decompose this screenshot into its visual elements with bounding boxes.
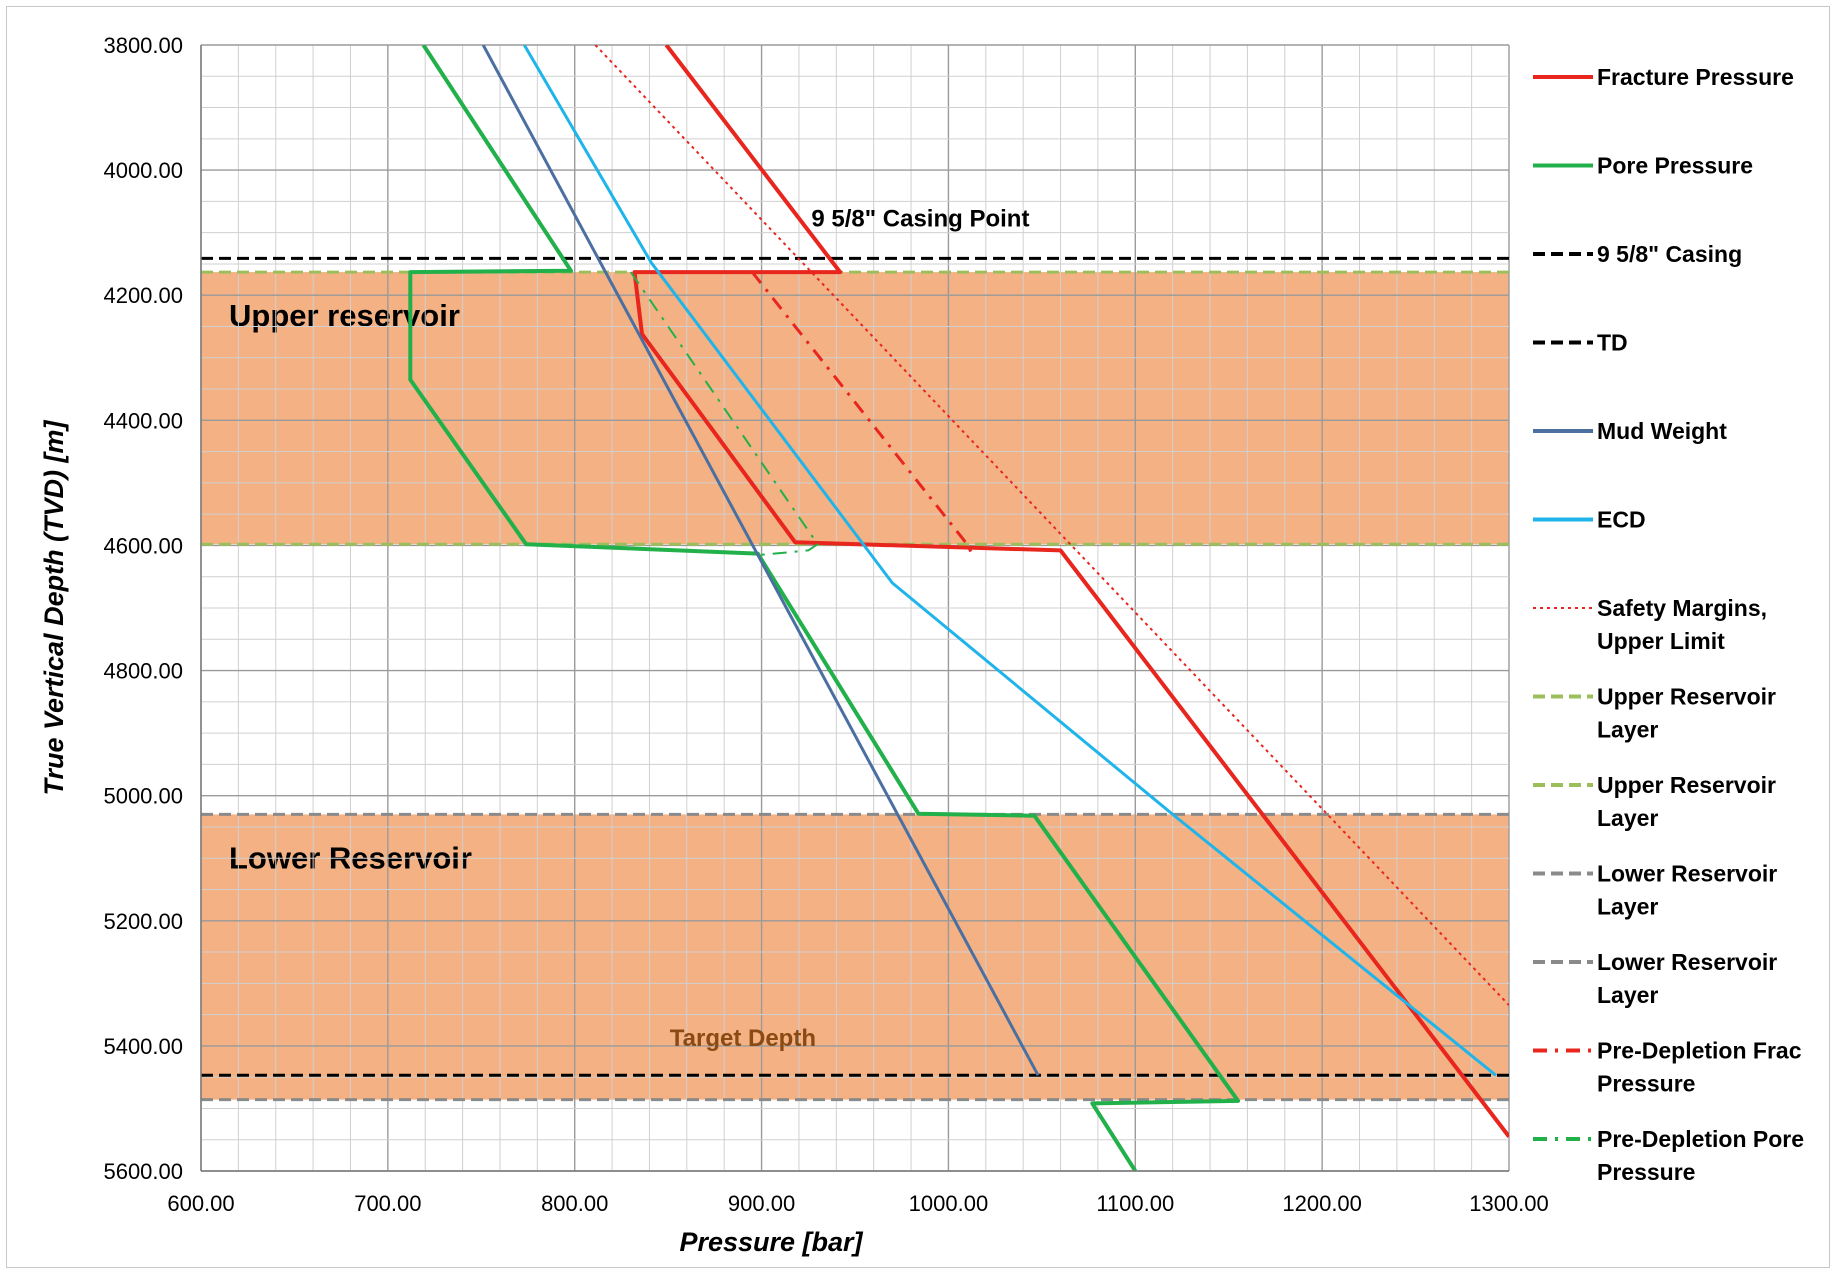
legend-label: Layer	[1597, 894, 1658, 920]
legend: Fracture Pressure Pore Pressure 9 5/8" Cas…	[1533, 64, 1804, 1185]
legend-label: Lower Reservoir	[1597, 861, 1777, 887]
series-line	[632, 45, 1509, 1138]
depth-pressure-chart: Upper reservoirLower Reservoir 600.00700…	[39, 33, 1804, 1257]
series-line	[481, 45, 1040, 1077]
y-tick-label: 5200.00	[103, 909, 183, 934]
legend-label: Layer	[1597, 805, 1658, 831]
legend-label: Safety Margins,	[1597, 595, 1767, 621]
horizontal-marker-lines	[201, 256, 1509, 1102]
legend-label: Lower Reservoir	[1597, 949, 1777, 975]
x-tick-label: 1000.00	[909, 1191, 989, 1216]
x-axis-label: Pressure [bar]	[679, 1227, 863, 1257]
y-tick-label: 4400.00	[103, 408, 183, 433]
chart-frame: Upper reservoirLower Reservoir 600.00700…	[6, 6, 1830, 1268]
legend-label: Pressure	[1597, 1071, 1695, 1097]
target-depth-annotation: Target Depth	[670, 1025, 816, 1052]
axes: 600.00 700.00 800.00 900.00 1000.00 1100.00 12…	[39, 33, 1549, 1257]
zone-label: Upper reservoir	[229, 298, 460, 333]
y-tick-label: 5400.00	[103, 1034, 183, 1059]
legend-label: Upper Reservoir	[1597, 684, 1776, 710]
x-tick-label: 700.00	[354, 1191, 421, 1216]
series-line	[751, 271, 973, 553]
y-tick-label: 4800.00	[103, 659, 183, 684]
annotations: 9 5/8" Casing Point Target Depth	[670, 205, 1030, 1051]
legend-label: Upper Limit	[1597, 628, 1725, 654]
y-tick-label: 4000.00	[103, 158, 183, 183]
legend-label: Pressure	[1597, 1159, 1695, 1185]
y-tick-label: 4600.00	[103, 533, 183, 558]
legend-label: 9 5/8" Casing	[1597, 241, 1742, 267]
legend-label: Pre-Depletion Frac	[1597, 1038, 1802, 1064]
legend-label: Layer	[1597, 982, 1658, 1008]
reservoir-zone	[201, 814, 1509, 1100]
legend-label: Upper Reservoir	[1597, 772, 1776, 798]
y-tick-label: 5600.00	[103, 1159, 183, 1184]
y-tick-label: 3800.00	[103, 33, 183, 58]
x-tick-label: 1300.00	[1469, 1191, 1549, 1216]
series-line	[523, 45, 1497, 1077]
legend-label: Pore Pressure	[1597, 153, 1753, 179]
legend-label: Fracture Pressure	[1597, 64, 1794, 90]
legend-label: ECD	[1597, 507, 1646, 533]
legend-label: TD	[1597, 330, 1628, 356]
x-tick-label: 600.00	[167, 1191, 234, 1216]
x-tick-label: 1100.00	[1096, 1191, 1174, 1216]
reservoir-zones: Upper reservoirLower Reservoir	[201, 272, 1509, 1100]
series-lines	[408, 45, 1509, 1171]
casing-point-annotation: 9 5/8" Casing Point	[811, 205, 1029, 232]
legend-label: Pre-Depletion Pore	[1597, 1126, 1804, 1152]
x-tick-label: 900.00	[728, 1191, 795, 1216]
x-tick-label: 1200.00	[1282, 1191, 1362, 1216]
y-tick-label: 4200.00	[103, 283, 183, 308]
legend-label: Mud Weight	[1597, 418, 1727, 444]
series-line	[629, 271, 819, 556]
y-tick-label: 5000.00	[103, 784, 183, 809]
legend-label: Layer	[1597, 717, 1658, 743]
y-axis-label: True Vertical Depth (TVD) [m]	[39, 419, 69, 795]
x-tick-label: 800.00	[541, 1191, 608, 1216]
reservoir-zone	[201, 272, 1509, 545]
